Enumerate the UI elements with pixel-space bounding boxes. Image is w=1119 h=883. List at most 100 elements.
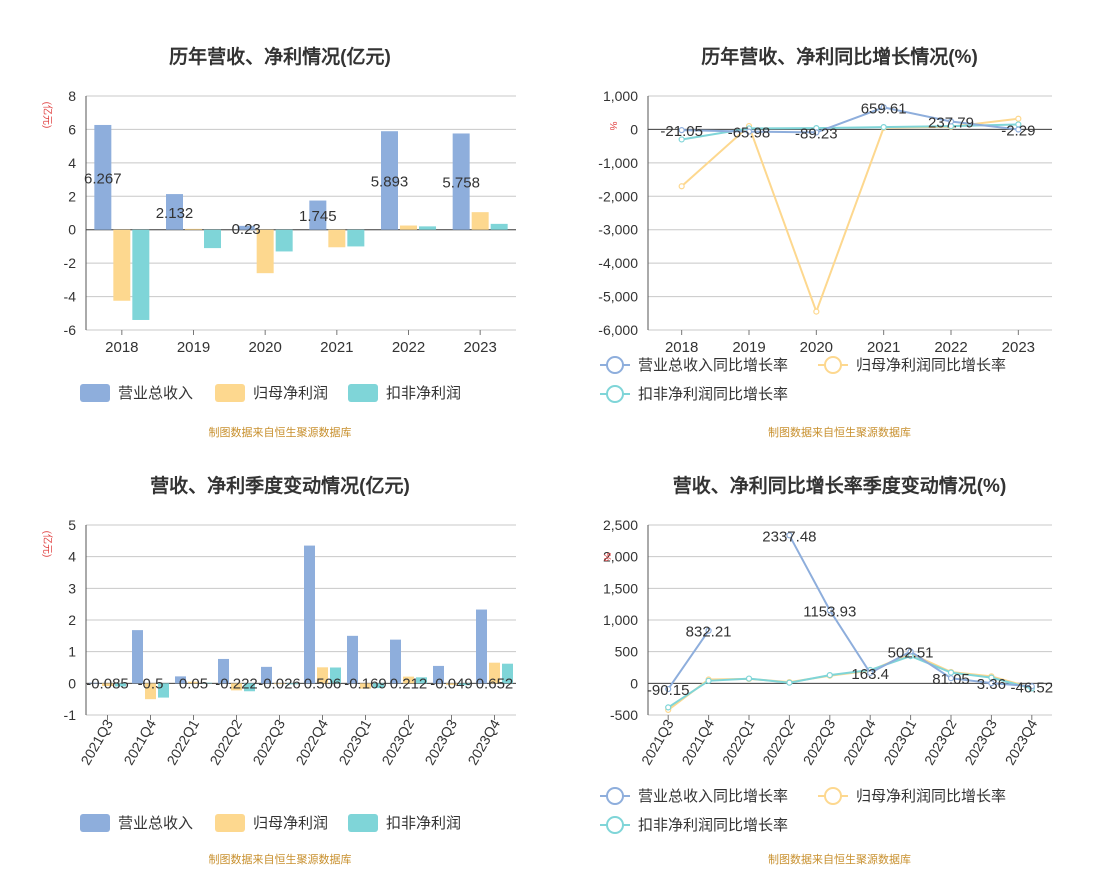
data-point bbox=[813, 129, 820, 136]
legend-label: 扣非净利润同比增长率 bbox=[638, 386, 788, 403]
data-point bbox=[947, 669, 955, 676]
data-point bbox=[813, 308, 820, 315]
bar bbox=[452, 133, 470, 230]
x-tick-label: 2022Q2 bbox=[759, 716, 798, 767]
y-tick-label: 2 bbox=[68, 612, 76, 628]
data-point bbox=[705, 677, 712, 684]
panel-annual-amounts: 历年营收、净利情况(亿元) -6 -4 -2 0 2 4 6 8 (亿元) 6.267 2.132 0… bbox=[0, 0, 560, 441]
data-point bbox=[745, 128, 753, 135]
bar bbox=[274, 683, 285, 685]
legend-label: 营业总收入 bbox=[118, 385, 193, 402]
x-tick-label: 2023Q1 bbox=[880, 716, 919, 767]
data-label: -0.5 bbox=[138, 675, 164, 692]
legend-label: 归母净利润同比增长率 bbox=[856, 788, 1006, 805]
y-tick-label: 0 bbox=[68, 222, 76, 238]
legend-label: 营业总收入同比增长率 bbox=[638, 357, 788, 374]
bar bbox=[309, 200, 327, 230]
chart-title: 营收、净利季度变动情况(亿元) bbox=[150, 476, 410, 497]
series-line bbox=[681, 117, 1019, 315]
chart-title: 历年营收、净利情况(亿元) bbox=[169, 47, 391, 68]
y-tick-label: 5 bbox=[68, 517, 76, 533]
y-tick-label: 0 bbox=[630, 675, 638, 691]
bar bbox=[166, 194, 183, 230]
bar bbox=[113, 229, 131, 301]
data-point bbox=[786, 532, 793, 539]
data-point bbox=[988, 680, 995, 687]
y-tick-label: 0 bbox=[630, 121, 638, 137]
data-label: -2.29 bbox=[1001, 123, 1035, 140]
series-line bbox=[667, 655, 1033, 709]
bar bbox=[403, 676, 414, 684]
bar bbox=[132, 630, 143, 684]
bar bbox=[261, 666, 272, 684]
bar bbox=[330, 667, 341, 684]
chart-annual-amounts: -6 -4 -2 0 2 4 6 8 (亿元) 6.267 2.132 0.23 1.745 5.893 5… bbox=[41, 88, 516, 402]
data-label: 659.61 bbox=[861, 100, 907, 117]
chart-quarterly-growth: -500 0 500 1,000 1,500 2,000 2,500% -90.15 832.2… bbox=[600, 517, 1053, 834]
data-point bbox=[705, 627, 712, 634]
bar bbox=[145, 683, 156, 700]
data-label: 1.745 bbox=[299, 208, 337, 225]
y-tick-label: 6 bbox=[68, 121, 76, 137]
bar bbox=[244, 683, 255, 692]
y-axis-unit-label: (亿元) bbox=[41, 531, 54, 558]
y-axis-unit-label: % bbox=[601, 553, 612, 562]
legend-swatch-marker bbox=[606, 356, 624, 374]
x-tick-label: 2022Q2 bbox=[206, 716, 245, 767]
legend-label: 营业总收入同比增长率 bbox=[638, 788, 788, 805]
data-label: -0.026 bbox=[258, 675, 301, 692]
data-point bbox=[745, 675, 753, 682]
data-point bbox=[678, 127, 685, 134]
y-tick-label: 4 bbox=[68, 549, 76, 565]
bar bbox=[185, 228, 202, 230]
legend-swatch bbox=[80, 384, 110, 402]
x-tick-label: 2018 bbox=[665, 339, 698, 356]
bar bbox=[275, 229, 293, 252]
data-label: -0.222 bbox=[215, 675, 258, 692]
y-tick-label: 2,000 bbox=[603, 549, 638, 565]
source-note: 制图数据来自恒生聚源数据库 bbox=[208, 854, 352, 866]
series-line bbox=[681, 106, 1019, 134]
legend-swatch-marker bbox=[606, 385, 624, 403]
panel-quarterly-amounts: 营收、净利季度变动情况(亿元) -1 0 1 2 3 4 5 (亿元) -0.085 -0.5 0.… bbox=[0, 441, 560, 883]
x-tick-label: 2021 bbox=[320, 339, 353, 356]
chart-title: 营收、净利同比增长率季度变动情况(%) bbox=[672, 476, 1007, 497]
legend-label: 扣非净利润 bbox=[386, 385, 461, 402]
bar bbox=[231, 683, 242, 691]
x-tick-label: 2022 bbox=[934, 339, 967, 356]
y-tick-label: 1,000 bbox=[603, 612, 638, 628]
y-tick-label: 500 bbox=[615, 644, 639, 660]
panel-quarterly-growth: 营收、净利同比增长率季度变动情况(%) -500 0 500 1,000 1,500 2,… bbox=[560, 441, 1119, 883]
bar bbox=[502, 663, 513, 684]
legend-swatch-marker bbox=[824, 356, 842, 374]
data-point bbox=[665, 704, 672, 711]
y-tick-label: 0 bbox=[68, 675, 76, 691]
x-tick-label: 2023Q2 bbox=[921, 716, 960, 767]
legend-label: 扣非净利润同比增长率 bbox=[638, 817, 788, 834]
data-label: 0.05 bbox=[179, 675, 208, 692]
bar bbox=[237, 225, 255, 230]
legend-swatch bbox=[215, 814, 245, 832]
x-tick-label: 2020 bbox=[800, 339, 833, 356]
chart-annual-growth: -6,000 -5,000 -4,000 -3,000 -2,000 -1,000 0 1,0… bbox=[598, 88, 1052, 403]
data-label: 502.51 bbox=[888, 645, 934, 662]
bar bbox=[381, 131, 398, 230]
source-note: 制图数据来自恒生聚源数据库 bbox=[768, 854, 911, 866]
bar bbox=[390, 639, 401, 684]
x-tick-label: 2018 bbox=[105, 339, 138, 356]
data-point bbox=[678, 183, 685, 190]
data-label: 81.05 bbox=[932, 671, 970, 688]
data-point bbox=[880, 123, 887, 131]
y-axis-unit-label: % bbox=[607, 122, 618, 131]
data-point bbox=[907, 648, 914, 655]
y-tick-label: 1,000 bbox=[603, 88, 638, 104]
legend-label: 扣非净利润 bbox=[386, 815, 461, 832]
legend-swatch bbox=[348, 384, 378, 402]
bar bbox=[132, 229, 150, 320]
y-tick-label: 2,500 bbox=[603, 517, 638, 533]
bar bbox=[490, 223, 508, 230]
y-tick-label: -3,000 bbox=[598, 222, 638, 238]
legend-swatch bbox=[348, 814, 378, 832]
bar bbox=[476, 609, 487, 684]
